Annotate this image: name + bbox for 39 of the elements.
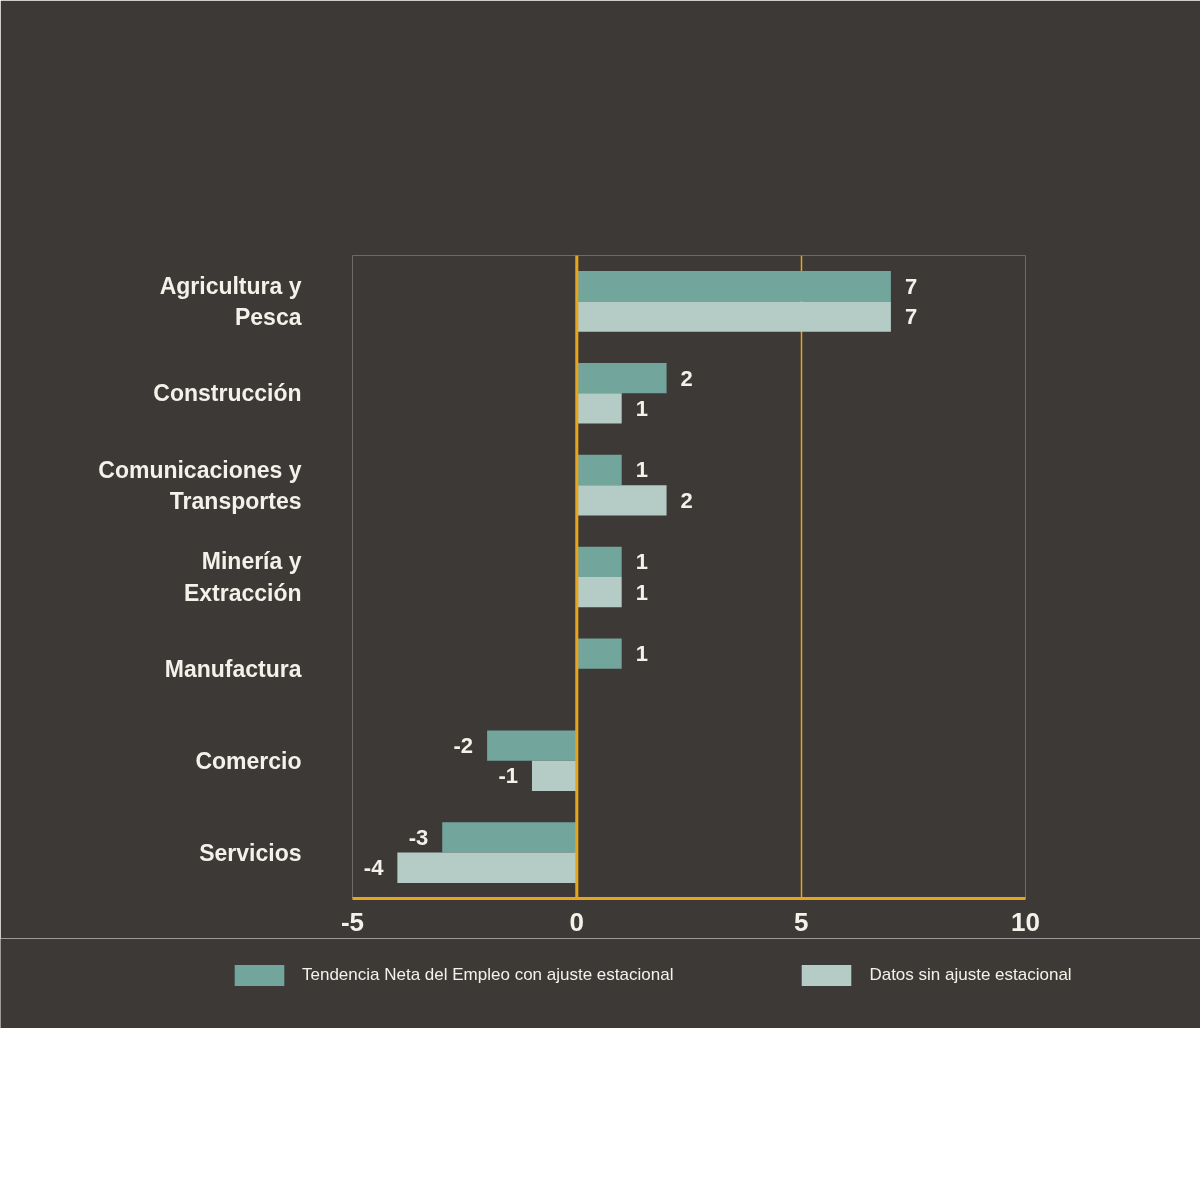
- legend-label: Tendencia Neta del Empleo con ajuste estacional: [302, 965, 674, 985]
- bar: [576, 485, 667, 516]
- data-label: -2: [453, 733, 474, 759]
- bar: [576, 546, 622, 577]
- data-label: 1: [635, 641, 648, 667]
- data-label: 1: [635, 549, 648, 575]
- data-label: 2: [680, 487, 693, 513]
- y-tick-label: Agricultura y Pesca: [159, 272, 302, 331]
- bar: [576, 577, 622, 608]
- x-tick-label: -5: [340, 906, 365, 937]
- bar: [576, 301, 891, 332]
- data-label: 7: [904, 304, 918, 330]
- data-label: -3: [408, 824, 429, 850]
- y-tick-label: Manufactura: [164, 655, 302, 682]
- bar: [442, 822, 577, 853]
- y-tick-label: Comunicaciones y Transportes: [98, 456, 302, 514]
- bar: [576, 393, 622, 424]
- x-tick-label: 5: [793, 906, 809, 937]
- y-tick-label: Comercio: [195, 747, 302, 774]
- bar: [576, 362, 667, 394]
- y-tick-label: Minería y Extracción: [183, 548, 302, 606]
- y-tick-label: Construcción: [153, 380, 302, 407]
- data-label: -4: [363, 855, 385, 881]
- data-label: 1: [635, 395, 648, 421]
- bar: [576, 638, 622, 669]
- bar: [397, 852, 577, 883]
- data-label: -1: [498, 763, 518, 789]
- data-label: 1: [635, 457, 648, 483]
- bar: [531, 760, 577, 792]
- bar: [487, 730, 577, 761]
- data-label: 7: [904, 273, 918, 299]
- data-label: 2: [680, 365, 693, 391]
- data-label: 1: [635, 579, 648, 605]
- x-tick-label: 0: [569, 906, 585, 937]
- legend-label: Datos sin ajuste estacional: [869, 965, 1072, 985]
- y-tick-label: Servicios: [199, 839, 302, 866]
- bar: [576, 271, 891, 302]
- bar: [576, 454, 622, 486]
- x-tick-label: 10: [1011, 906, 1040, 937]
